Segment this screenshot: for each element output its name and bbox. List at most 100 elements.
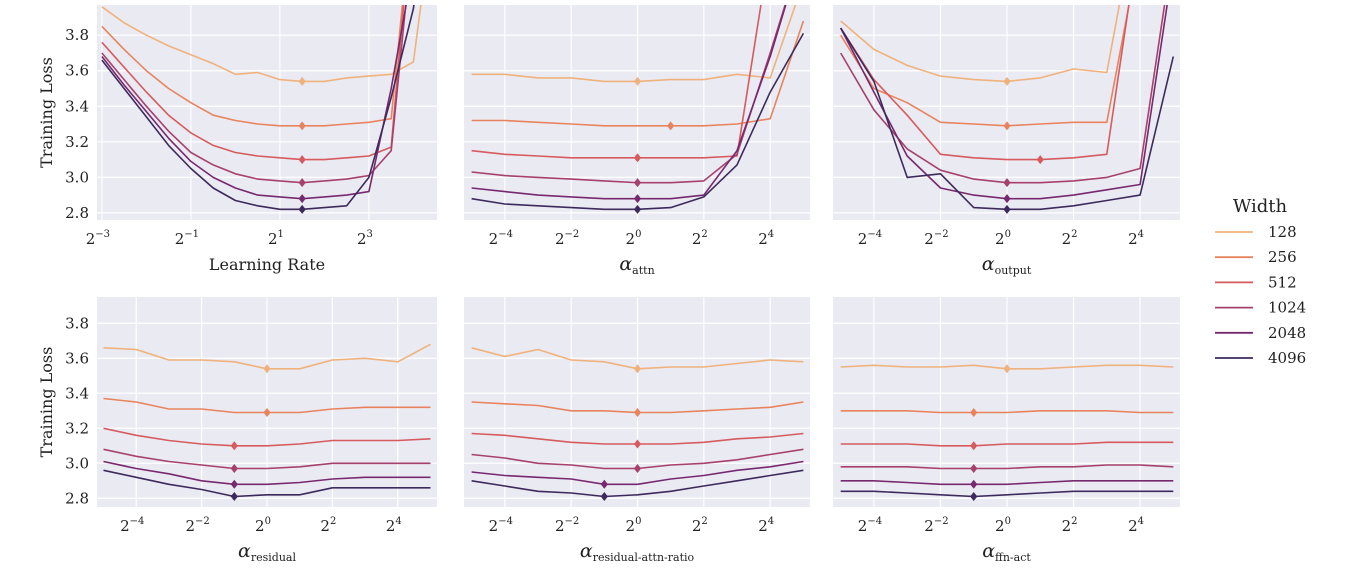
x-tick-label: 2−3 [86, 229, 110, 248]
plot-area [97, 5, 437, 220]
optimum-marker-256 [667, 121, 675, 131]
x-tick-label: 22 [1062, 516, 1078, 535]
y-tick-label: 3.2 [65, 419, 89, 437]
optimum-marker-256 [970, 408, 978, 417]
optimum-marker-2048 [600, 479, 608, 489]
optimum-marker-128 [298, 76, 306, 86]
x-tick-label: 2−4 [858, 516, 882, 535]
series-line-512 [103, 427, 431, 447]
legend-item-512: 512 [1215, 273, 1297, 291]
x-axis-label: αresidual [238, 540, 296, 564]
x-tick-label: 22 [692, 229, 708, 248]
optimum-marker-128 [1003, 364, 1011, 374]
x-tick-label: 2−4 [489, 229, 513, 248]
legend-item-4096: 4096 [1215, 349, 1306, 367]
series-line-1024 [103, 448, 431, 470]
y-tick-label: 2.8 [65, 204, 89, 222]
y-axis-label: Training Loss [37, 57, 56, 168]
legend-title: Width [1233, 196, 1288, 217]
x-tick-label: 24 [758, 229, 774, 248]
optimum-marker-256 [298, 121, 306, 131]
x-tick-label: 20 [255, 516, 271, 535]
x-tick-label: 22 [692, 516, 708, 535]
x-tick-label: 2−4 [120, 516, 144, 535]
optimum-marker-256 [1003, 121, 1011, 131]
optimum-marker-4096 [600, 492, 608, 501]
series-line-2048 [840, 479, 1174, 486]
optimum-marker-1024 [633, 178, 642, 188]
optimum-marker-512 [1036, 155, 1044, 165]
optimum-marker-4096 [633, 204, 642, 214]
optimum-marker-4096 [230, 492, 238, 501]
optimum-marker-1024 [1003, 178, 1011, 188]
x-tick-label: 20 [626, 229, 642, 248]
optimum-marker-2048 [970, 479, 978, 489]
x-tick-label: 20 [626, 516, 642, 535]
optimum-marker-512 [970, 441, 978, 451]
optimum-marker-128 [1003, 76, 1011, 86]
series-line-512 [840, 5, 1130, 161]
x-tick-label: 2−4 [858, 229, 882, 248]
y-tick-label: 3.0 [65, 454, 89, 472]
x-tick-label: 24 [386, 516, 402, 535]
y-tick-label: 3.4 [65, 97, 89, 115]
x-tick-label: 2−2 [555, 516, 579, 535]
x-tick-label: 2−2 [924, 516, 948, 535]
series-line-256 [101, 5, 404, 127]
series-line-128 [101, 5, 422, 83]
x-tick-label: 2−2 [185, 516, 209, 535]
x-axis-label: αattn [619, 253, 654, 277]
panel-5: 2−4 2−2 20 22 24 αresidual-attn-ratio [464, 297, 810, 564]
panel-1: 2.8 3.0 3.2 3.4 3.6 3.8 Training Loss 2−3 2−1 21 2… [37, 5, 437, 274]
x-axis-label: αoutput [982, 253, 1032, 277]
optimum-marker-512 [633, 153, 642, 163]
panel-3: 2−4 2−2 20 22 24 αoutput [833, 5, 1180, 277]
y-tick-label: 3.8 [65, 26, 89, 44]
optimum-marker-512 [230, 441, 238, 451]
x-tick-label: 24 [758, 516, 774, 535]
x-tick-label: 24 [1128, 516, 1144, 535]
y-axis-label: Training Loss [37, 347, 56, 458]
legend-label: 4096 [1268, 349, 1306, 367]
optimum-marker-1024 [633, 464, 642, 473]
x-tick-label: 24 [1128, 229, 1144, 248]
series-line-4096 [101, 5, 415, 211]
series-line-1024 [101, 5, 407, 184]
x-tick-label: 22 [1062, 229, 1078, 248]
legend-label: 128 [1268, 223, 1297, 241]
panel-4: 2.8 3.0 3.2 3.4 3.6 3.8 Training Loss 2−4 2−2 20 2… [37, 297, 437, 564]
series-line-512 [101, 5, 405, 161]
optimum-marker-256 [633, 408, 642, 417]
legend-label: 1024 [1268, 299, 1306, 317]
legend-item-128: 128 [1215, 223, 1297, 241]
x-tick-label: 20 [995, 516, 1011, 535]
optimum-marker-4096 [298, 204, 306, 214]
legend-label: 256 [1268, 248, 1297, 266]
optimum-marker-512 [298, 155, 306, 165]
optimum-marker-2048 [1003, 194, 1011, 204]
y-tick-label: 2.8 [65, 489, 89, 507]
series-line-512 [840, 441, 1174, 447]
x-tick-label: 21 [268, 229, 284, 248]
y-tick-label: 3.4 [65, 384, 89, 402]
legend-item-2048: 2048 [1215, 324, 1306, 342]
x-tick-label: 2−2 [924, 229, 948, 248]
series-line-4096 [471, 469, 804, 498]
legend-item-1024: 1024 [1215, 299, 1306, 317]
x-tick-label: 20 [995, 229, 1011, 248]
legend-item-256: 256 [1215, 248, 1297, 266]
optimum-marker-1024 [298, 178, 306, 188]
optimum-marker-4096 [1003, 204, 1011, 214]
optimum-marker-4096 [970, 492, 978, 501]
series-line-256 [840, 409, 1174, 414]
optimum-marker-2048 [633, 194, 642, 204]
x-tick-label: 2−2 [555, 229, 579, 248]
optimum-marker-1024 [230, 464, 238, 473]
y-tick-label: 3.6 [65, 62, 89, 80]
x-tick-label: 22 [320, 516, 336, 535]
optimum-marker-128 [633, 364, 642, 374]
series-line-2048 [103, 460, 431, 486]
y-tick-label: 3.8 [65, 314, 89, 332]
optimum-marker-2048 [298, 194, 306, 204]
